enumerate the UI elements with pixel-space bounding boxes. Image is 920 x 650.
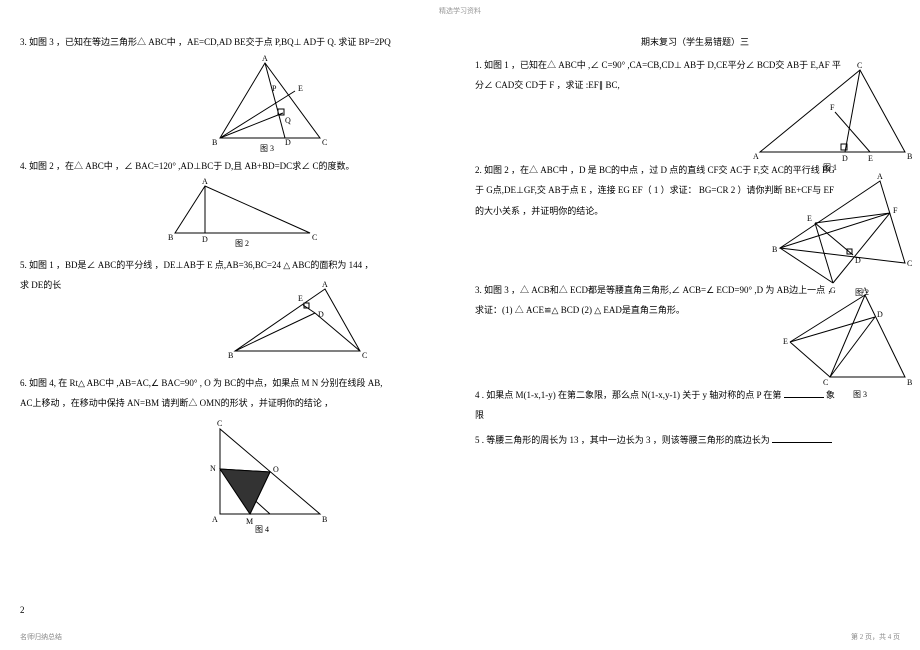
svg-text:B: B <box>907 152 912 161</box>
svg-text:A: A <box>202 178 208 186</box>
right-problem-1: 1. 如图 1 ，已知在△ ABC中 ,∠ C=90° ,CA=CB,CD⊥ A… <box>475 58 915 93</box>
svg-text:A: A <box>212 515 218 524</box>
svg-text:C: C <box>322 138 327 147</box>
footer-right: 第 2 页，共 4 页 <box>851 632 900 642</box>
svg-text:B: B <box>772 245 777 254</box>
svg-text:Q: Q <box>285 116 291 125</box>
left-problem-5: 5. 如图 1 ，BD是∠ ABC的平分线 ，DE⊥AB于 E 点,AB=36,… <box>20 258 460 366</box>
problem-text: 分∠ CAD交 CD于 F ，求证 :EF∥ BC, <box>475 78 715 92</box>
svg-text:E: E <box>298 84 303 93</box>
problem-text: 限 <box>475 408 915 422</box>
svg-text:E: E <box>298 294 303 303</box>
right-problem-3: 3. 如图 3 ，△ ACB和△ ECD都是等腰直角三角形,∠ ACB=∠ EC… <box>475 283 915 318</box>
figure-2a-left: A B D C 图 2 <box>160 178 320 248</box>
svg-text:图 3: 图 3 <box>260 144 274 153</box>
page-number-standalone: 2 <box>20 605 25 615</box>
svg-text:N: N <box>210 464 216 473</box>
left-problem-6: 6. 如图 4, 在 Rt△ ABC中 ,AB=AC,∠ BAC=90° , O… <box>20 376 460 535</box>
problem-text: 的大小关系 ，并证明你的结论。 <box>475 204 715 218</box>
problem-text: 5 . 等腰三角形的周长为 13 ，其中一边长为 3 ，则该等腰三角形的底边长为 <box>475 435 770 445</box>
right-problem-5: 5 . 等腰三角形的周长为 13 ，其中一边长为 3 ，则该等腰三角形的底边长为 <box>475 433 915 447</box>
svg-text:A: A <box>877 173 883 181</box>
right-problem-2: 2. 如图 2 ，在△ ABC中 ，D 是 BC的中点 ，过 D 点的直线 CF… <box>475 163 915 218</box>
left-column: 3. 如图 3 ，已知在等边三角形△ ABC中 ，AE=CD,AD BE交于点 … <box>20 35 460 544</box>
svg-text:E: E <box>783 337 788 346</box>
right-column: 期末复习（学生易错题）三 1. 如图 1 ，已知在△ ABC中 ,∠ C=90°… <box>475 35 915 457</box>
problem-text: 4 . 如果点 M(1-x,1-y) 在第二象限，那么点 N(1-x,y-1) … <box>475 390 781 400</box>
svg-text:C: C <box>857 62 862 70</box>
svg-text:C: C <box>362 351 367 360</box>
problem-text: 求证：(1) △ ACE≌△ BCD (2) △ EAD是直角三角形。 <box>475 303 755 317</box>
svg-text:B: B <box>228 351 233 360</box>
svg-text:图 4: 图 4 <box>255 525 269 534</box>
problem-text: 6. 如图 4, 在 Rt△ ABC中 ,AB=AC,∠ BAC=90° , O… <box>20 376 460 390</box>
figure-3-right: A E C B D 图 3 <box>775 287 915 402</box>
svg-text:D: D <box>202 235 208 244</box>
footer-left: 名师归纳总结 <box>20 632 62 642</box>
svg-text:B: B <box>322 515 327 524</box>
svg-text:P: P <box>272 84 277 93</box>
svg-text:B: B <box>907 378 912 387</box>
svg-text:F: F <box>893 206 898 215</box>
blank-field <box>784 388 824 398</box>
svg-text:A: A <box>862 287 868 295</box>
figure-3-left: A B C P E Q D 图 3 <box>200 53 350 153</box>
svg-text:D: D <box>318 310 324 319</box>
svg-text:B: B <box>168 233 173 242</box>
problem-text: 4. 如图 2 ，在△ ABC中 ，∠ BAC=120° ,AD⊥BC于 D,且… <box>20 159 460 173</box>
svg-text:F: F <box>830 103 835 112</box>
svg-text:B: B <box>212 138 217 147</box>
figure-1-left: A B C D E <box>220 281 370 366</box>
svg-text:C: C <box>907 259 912 268</box>
svg-text:C: C <box>217 419 222 428</box>
svg-text:O: O <box>273 465 279 474</box>
svg-text:D: D <box>855 256 861 265</box>
right-title: 期末复习（学生易错题）三 <box>475 35 915 48</box>
problem-text: 3. 如图 3 ，已知在等边三角形△ ABC中 ，AE=CD,AD BE交于点 … <box>20 35 460 49</box>
figure-4-left: C A B N M O 图 4 <box>190 414 340 534</box>
header-watermark: 精选学习资料 <box>0 6 920 16</box>
svg-text:A: A <box>753 152 759 161</box>
figure-1-right: C A B D E F 图 1 <box>745 62 915 172</box>
problem-text: AC上移动 ，在移动中保持 AN=BM 请判断△ OMN的形状 ，并证明你的结论… <box>20 396 460 410</box>
svg-text:A: A <box>322 281 328 289</box>
right-problem-4: 4 . 如果点 M(1-x,1-y) 在第二象限，那么点 N(1-x,y-1) … <box>475 388 915 423</box>
svg-text:M: M <box>246 517 253 526</box>
svg-text:D: D <box>285 138 291 147</box>
figure-2-right: A B C D E F G 图 2 <box>755 173 915 298</box>
svg-text:图 2: 图 2 <box>235 239 249 248</box>
left-problem-3: 3. 如图 3 ，已知在等边三角形△ ABC中 ，AE=CD,AD BE交于点 … <box>20 35 460 153</box>
problem-text: 象 <box>826 390 835 400</box>
svg-text:C: C <box>312 233 317 242</box>
left-problem-4: 4. 如图 2 ，在△ ABC中 ，∠ BAC=120° ,AD⊥BC于 D,且… <box>20 159 460 247</box>
svg-text:A: A <box>262 54 268 63</box>
svg-text:D: D <box>877 310 883 319</box>
svg-text:E: E <box>807 214 812 223</box>
problem-text: 5. 如图 1 ，BD是∠ ABC的平分线 ，DE⊥AB于 E 点,AB=36,… <box>20 258 460 272</box>
svg-text:C: C <box>823 378 828 387</box>
blank-field <box>772 433 832 443</box>
